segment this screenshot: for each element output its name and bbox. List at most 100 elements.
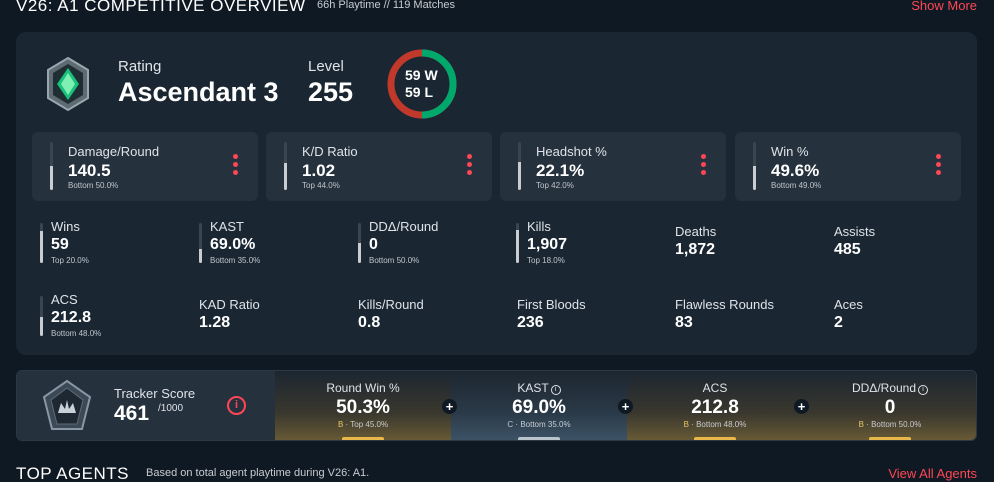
percentile-bar-fill	[40, 231, 43, 263]
tracker-score-strip: Tracker Score 461 /1000 i Round Win % 50…	[16, 370, 977, 441]
win-loss-ring	[387, 49, 457, 119]
stat-value: 1.02	[302, 161, 336, 180]
percentile-bar-fill	[753, 166, 756, 190]
tracker-score-value: 461	[114, 402, 150, 425]
metric-grade: B	[683, 420, 689, 429]
win-percent-card[interactable]: Win % 49.6% Bottom 49.0%	[735, 132, 961, 201]
stat-value: 1,872	[675, 241, 716, 258]
stat-kad-ratio: KAD Ratio 1.28	[199, 297, 349, 349]
info-icon[interactable]: i	[918, 385, 929, 395]
metric-dd-delta: DDΔ/Round i 0 B · Bottom 50.0%	[802, 371, 976, 440]
stat-label: Flawless Rounds	[675, 297, 774, 312]
percentile-bar	[40, 223, 43, 263]
stat-deaths: Deaths 1,872	[675, 224, 825, 276]
plus-icon: +	[794, 399, 809, 414]
stat-percentile: Top 42.0%	[536, 181, 574, 190]
stat-value: 22.1%	[536, 161, 585, 180]
metric-grade-bar	[518, 437, 560, 440]
stat-label: Damage/Round	[68, 144, 160, 159]
stat-percentile: Bottom 50.0%	[68, 181, 119, 190]
metric-round-win: Round Win % 50.3% B · Top 45.0%	[275, 371, 451, 440]
stat-wins: Wins 59 Top 20.0%	[40, 219, 190, 271]
headshot-card[interactable]: Headshot % 22.1% Top 42.0%	[500, 132, 726, 201]
percentile-bar	[753, 142, 756, 190]
more-options-icon[interactable]	[233, 154, 239, 178]
metric-kast: KAST i 69.0% C · Bottom 35.0%	[451, 371, 627, 440]
win-loss-text: 59 W 59 L	[405, 67, 438, 101]
stat-value: 69.0%	[210, 236, 256, 253]
more-options-icon[interactable]	[701, 154, 707, 178]
percentile-bar-fill	[40, 316, 43, 336]
metric-sub: B · Bottom 50.0%	[802, 420, 976, 429]
metric-grade-bar	[342, 437, 384, 440]
percentile-bar-fill	[199, 249, 202, 263]
stat-label: Headshot %	[536, 144, 607, 159]
metric-acs: ACS 212.8 B · Bottom 48.0%	[627, 371, 803, 440]
kd-ratio-card[interactable]: K/D Ratio 1.02 Top 44.0%	[266, 132, 492, 201]
more-options-icon[interactable]	[936, 154, 942, 178]
metric-grade: B	[858, 420, 864, 429]
metric-label: KAST	[517, 381, 549, 395]
top-agents-title: TOP AGENTS	[16, 464, 130, 482]
stat-value: 83	[675, 314, 693, 331]
stat-value: 485	[834, 241, 861, 258]
stat-value: 0.8	[358, 314, 381, 331]
stat-label: Win %	[771, 144, 809, 159]
stat-label: Aces	[834, 297, 863, 312]
stat-label: Assists	[834, 224, 876, 239]
stat-value: 0	[369, 236, 378, 253]
stat-percentile: Bottom 49.0%	[771, 181, 822, 190]
metric-label-row: DDΔ/Round i	[802, 381, 976, 395]
metric-percentile: · Bottom 35.0%	[513, 420, 571, 429]
stat-dd-delta: DDΔ/Round 0 Bottom 50.0%	[358, 219, 508, 271]
stat-first-bloods: First Bloods 236	[517, 297, 667, 349]
percentile-bar	[199, 223, 202, 263]
metric-value: 212.8	[691, 397, 739, 418]
metric-grade: B	[337, 420, 344, 429]
metric-grade-bar	[694, 437, 736, 440]
percentile-bar-fill	[516, 230, 519, 263]
stat-acs: ACS 212.8 Bottom 48.0%	[40, 292, 190, 344]
stat-value: 49.6%	[771, 161, 820, 180]
metric-value: 50.3%	[336, 397, 390, 418]
metric-sub: C · Bottom 35.0%	[451, 420, 627, 429]
metric-percentile: · Bottom 50.0%	[863, 420, 922, 429]
damage-per-round-card[interactable]: Damage/Round 140.5 Bottom 50.0%	[32, 132, 258, 201]
metric-value: 69.0%	[512, 397, 566, 418]
overview-header: V26: A1 COMPETITIVE OVERVIEW 66h Playtim…	[0, 0, 994, 16]
tracker-score-label: Tracker Score	[114, 386, 196, 401]
stat-label: ACS	[51, 292, 78, 307]
percentile-bar	[518, 142, 521, 190]
show-more-link[interactable]: Show More	[911, 0, 977, 13]
wins-text: 59 W	[405, 67, 438, 83]
stat-value: 2	[834, 314, 843, 331]
metric-grade-bar	[869, 437, 911, 440]
stat-label: Kills	[527, 219, 551, 234]
stat-percentile: Top 18.0%	[527, 256, 565, 265]
metric-label-row: KAST i	[451, 381, 627, 395]
stat-flawless-rounds: Flawless Rounds 83	[675, 297, 825, 349]
stat-percentile: Bottom 48.0%	[51, 329, 102, 338]
stat-label: Kills/Round	[358, 297, 424, 312]
top-agents-note: Based on total agent playtime during V26…	[146, 467, 370, 479]
tracker-badge-icon	[42, 379, 92, 430]
metric-sub: B · Top 45.0%	[275, 420, 451, 429]
stat-percentile: Bottom 35.0%	[210, 256, 261, 265]
metric-label: DDΔ/Round	[851, 381, 917, 395]
stat-value: 1,907	[527, 236, 568, 253]
info-icon[interactable]: i	[550, 385, 561, 395]
overview-title: V26: A1 COMPETITIVE OVERVIEW	[16, 0, 306, 15]
info-icon[interactable]: i	[227, 396, 246, 415]
stat-label: K/D Ratio	[302, 144, 358, 159]
tracker-score-panel: Tracker Score 461 /1000 i	[17, 371, 275, 440]
stat-assists: Assists 485	[834, 224, 984, 276]
metric-percentile: · Top 45.0%	[343, 420, 389, 429]
view-all-agents-link[interactable]: View All Agents	[888, 466, 977, 481]
more-options-icon[interactable]	[467, 154, 473, 178]
metric-sub: B · Bottom 48.0%	[627, 420, 803, 429]
percentile-bar-fill	[518, 162, 521, 190]
metric-label: Round Win %	[326, 381, 400, 395]
stat-kills-per-round: Kills/Round 0.8	[358, 297, 508, 349]
plus-icon: +	[618, 399, 633, 414]
